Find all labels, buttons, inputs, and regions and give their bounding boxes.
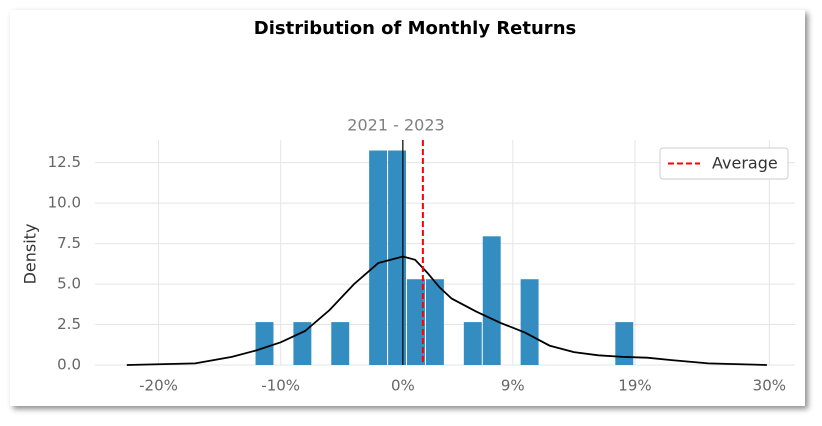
x-tick-label: 30% [753,377,786,395]
legend-box [659,147,789,180]
y-tick-label: 10.0 [48,194,81,212]
y-axis-label: Density [21,224,40,285]
bar [425,279,444,365]
x-tick-label: -10% [261,377,300,395]
x-tick-label: 9% [501,377,525,395]
bar [615,322,634,365]
bar [520,279,539,365]
y-tick-label: 5.0 [57,275,81,293]
chart-subtitle: 2021 - 2023 [347,116,444,135]
x-tick-label: 19% [618,377,651,395]
bar [482,236,501,365]
y-tick-label: 12.5 [48,153,81,171]
chart-title: Distribution of Monthly Returns [254,18,576,39]
x-tick-label: 0% [391,377,415,395]
bar [331,322,350,365]
x-tick-label: -20% [139,377,178,395]
y-tick-label: 0.0 [57,356,81,374]
bar [369,150,388,365]
bar [293,322,312,365]
kde-line [126,255,767,366]
bar [407,279,425,365]
bar [463,322,482,365]
bar [255,322,274,365]
legend-label: Average [712,154,778,173]
y-tick-label: 2.5 [57,315,81,333]
y-tick-label: 7.5 [57,234,81,252]
